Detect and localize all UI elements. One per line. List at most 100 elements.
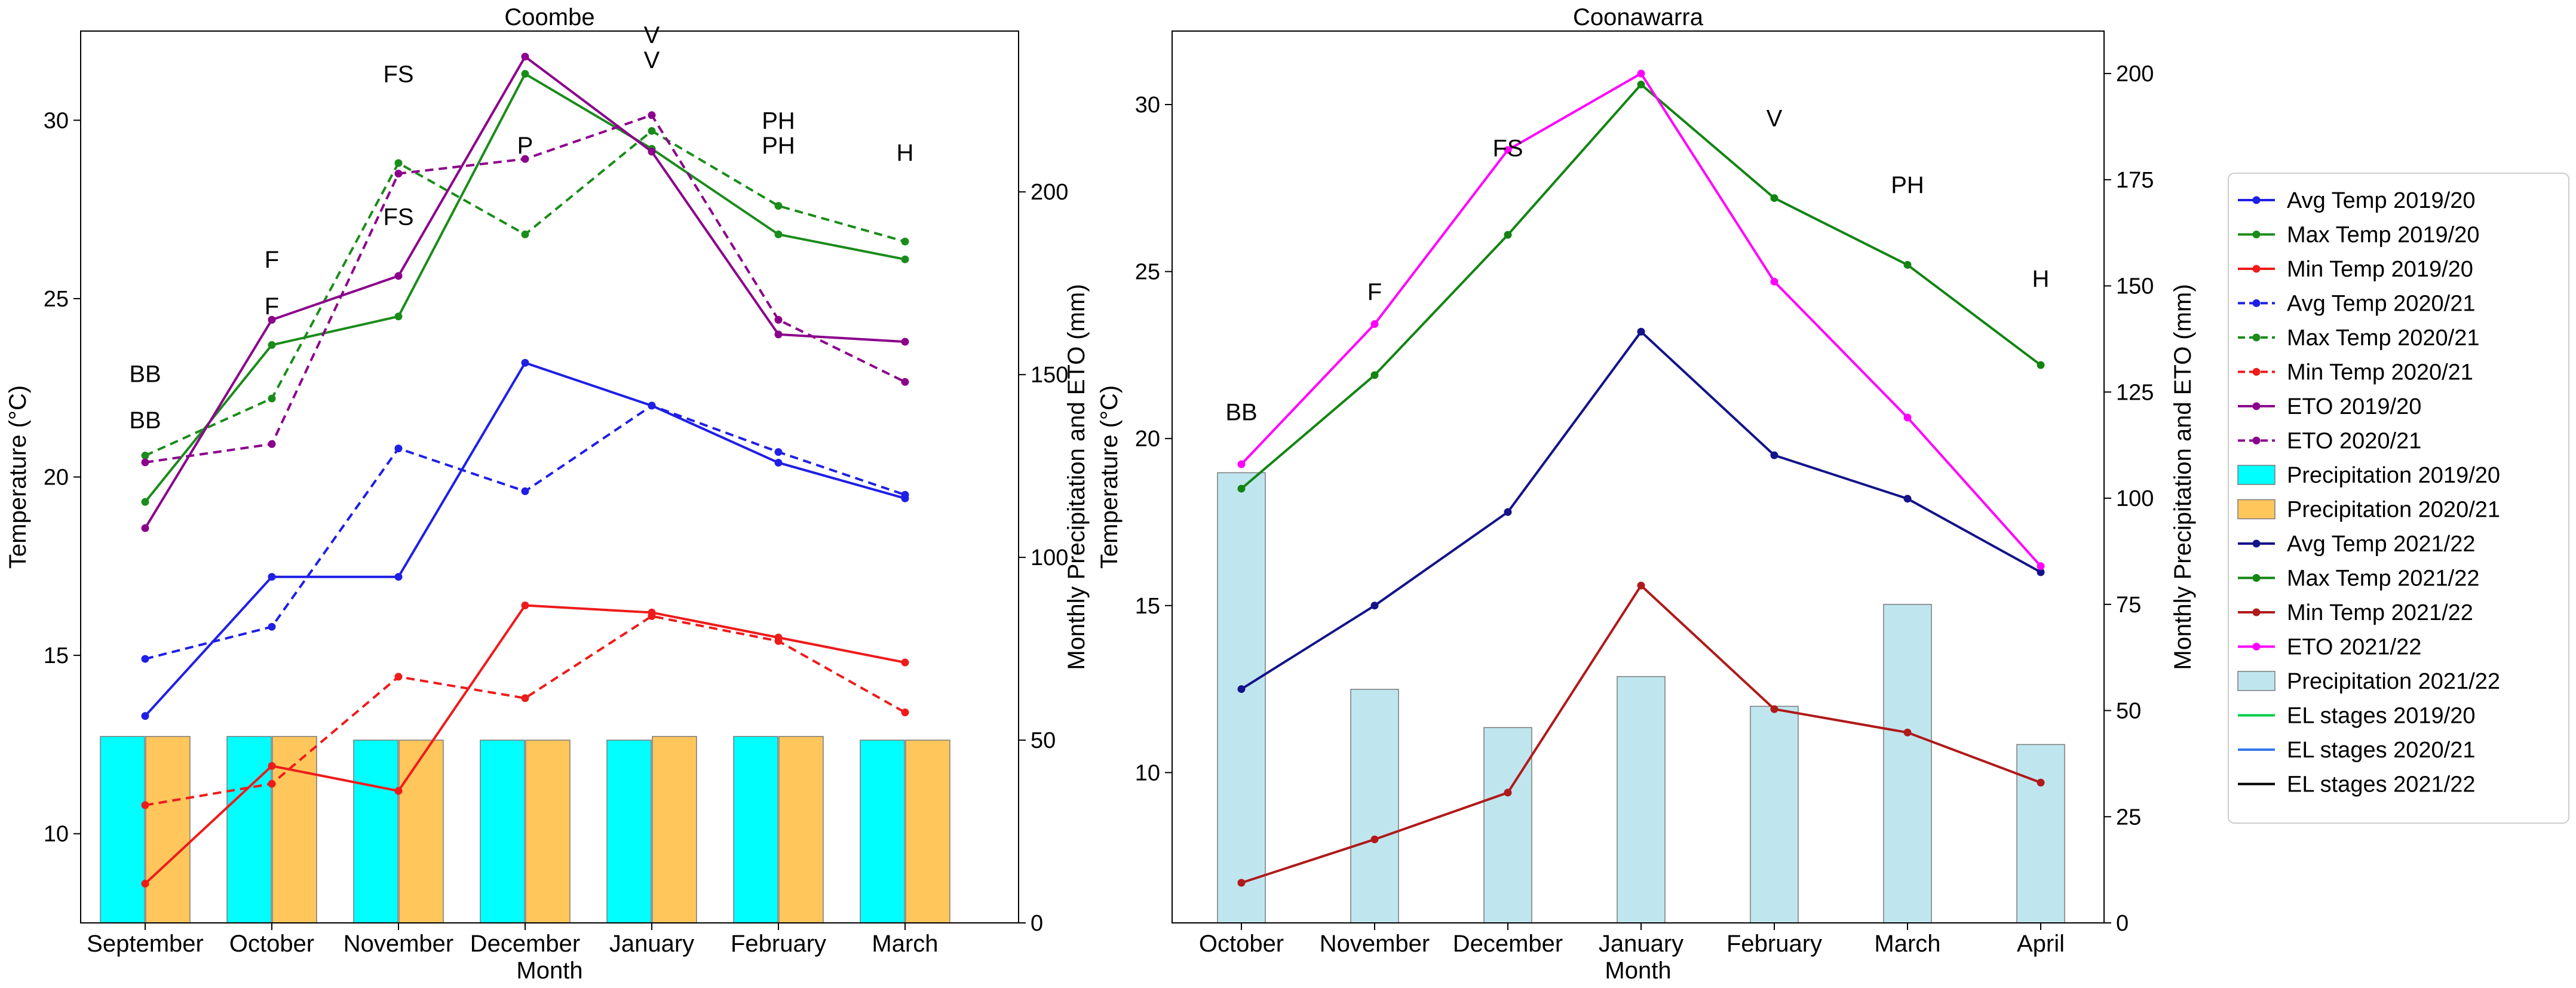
- point-eto-2020-21-october: [268, 440, 276, 448]
- point-eto-2020-21-march: [901, 378, 909, 386]
- stage-label-bb: BB: [129, 361, 161, 387]
- legend-label-el-stages-2021-22: EL stages 2021/22: [2287, 772, 2476, 797]
- legend-label-max-temp-2021-22: Max Temp 2021/22: [2287, 566, 2480, 591]
- point-eto-2019-20-december: [521, 53, 529, 61]
- y2-tick-label: 200: [1031, 180, 1068, 205]
- legend-swatch-precipitation-2021-22: [2237, 671, 2276, 691]
- point-avg-temp-2019-20-september: [141, 712, 149, 720]
- stage-label-bb: BB: [1225, 399, 1257, 425]
- legend-marker-min-temp-2019-20: [2252, 265, 2261, 273]
- point-avg-temp-2019-20-october: [268, 573, 276, 581]
- legend-label-eto-2019-20: ETO 2019/20: [2287, 394, 2421, 419]
- stage-label-ph: PH: [762, 108, 795, 134]
- point-min-temp-2021-22-january: [1637, 581, 1645, 590]
- y-tick-label: 25: [1135, 260, 1160, 285]
- stage-label-v: V: [1767, 105, 1783, 131]
- legend-marker-min-temp-2021-22: [2252, 608, 2261, 616]
- y-tick-label: 15: [44, 643, 69, 668]
- x-tick-label-january: January: [1599, 931, 1683, 957]
- legend-marker-eto-2020-21: [2252, 437, 2261, 444]
- point-eto-2020-21-december: [521, 155, 529, 163]
- y2-tick-label: 150: [1031, 363, 1068, 388]
- plot-frame: [1172, 30, 2105, 923]
- x-tick-label-march: March: [872, 931, 938, 957]
- y-tick-label: 20: [44, 465, 69, 490]
- x-tick-label-november: November: [344, 931, 454, 957]
- point-avg-temp-2021-22-february: [1770, 451, 1778, 459]
- x-tick-label-october: October: [1199, 931, 1284, 957]
- y2-tick-label: 0: [1031, 911, 1043, 936]
- x-tick-label-january: January: [609, 931, 694, 957]
- legend-marker-max-temp-2021-22: [2252, 574, 2261, 582]
- point-eto-2019-20-october: [268, 315, 276, 324]
- legend-marker-eto-2019-20: [2252, 402, 2261, 410]
- legend-swatch-precipitation-2020-21: [2237, 499, 2276, 520]
- bar-precipitation-2020-21-december: [525, 740, 571, 923]
- legend-marker-avg-temp-2021-22: [2252, 539, 2261, 548]
- legend: Avg Temp 2019/20 Max Temp 2019/20 Min Temp…: [2228, 173, 2569, 824]
- legend-marker-max-temp-2019-20: [2252, 231, 2261, 238]
- legend-label-max-temp-2019-20: Max Temp 2019/20: [2287, 223, 2480, 248]
- legend-label-min-temp-2020-21: Min Temp 2020/21: [2287, 360, 2473, 385]
- legend-marker-avg-temp-2019-20: [2252, 196, 2261, 204]
- point-min-temp-2020-21-december: [521, 694, 529, 702]
- point-max-temp-2020-21-january: [648, 127, 656, 135]
- x-tick-label-october: October: [229, 931, 314, 957]
- legend-label-min-temp-2021-22: Min Temp 2021/22: [2287, 600, 2473, 625]
- point-eto-2020-21-november: [394, 170, 403, 178]
- legend-label-precipitation-2020-21: Precipitation 2020/21: [2287, 498, 2500, 523]
- y2-tick-label: 150: [2116, 274, 2154, 299]
- point-max-temp-2021-22-january: [1637, 80, 1645, 88]
- point-eto-2019-20-march: [901, 337, 909, 346]
- point-avg-temp-2021-22-january: [1637, 327, 1645, 336]
- point-max-temp-2019-20-october: [268, 341, 276, 349]
- stage-label-v: V: [644, 22, 660, 48]
- point-eto-2020-21-february: [774, 315, 783, 324]
- point-min-temp-2020-21-october: [268, 780, 276, 788]
- point-eto-2020-21-september: [141, 458, 149, 467]
- legend-label-el-stages-2020-21: EL stages 2020/21: [2287, 738, 2476, 763]
- point-min-temp-2021-22-october: [1237, 879, 1246, 887]
- x-tick-label-december: December: [1453, 931, 1563, 957]
- y-tick-label: 25: [44, 287, 69, 312]
- bar-precipitation-2020-21-february: [778, 736, 824, 923]
- bar-precipitation-2021-22-october: [1217, 472, 1266, 923]
- legend-marker-avg-temp-2020-21: [2252, 299, 2261, 307]
- point-min-temp-2021-22-february: [1770, 705, 1778, 713]
- point-eto-2021-22-march: [1903, 413, 1912, 422]
- point-max-temp-2019-20-december: [521, 70, 529, 78]
- y2-tick-label: 175: [2116, 168, 2154, 193]
- y-tick-label: 30: [1135, 93, 1160, 118]
- point-max-temp-2021-22-october: [1237, 484, 1246, 493]
- y2-tick-label: 50: [1031, 728, 1056, 753]
- point-avg-temp-2020-21-october: [268, 622, 276, 631]
- legend-label-el-stages-2019-20: EL stages 2019/20: [2287, 704, 2476, 729]
- point-max-temp-2020-21-february: [774, 202, 783, 210]
- legend-label-precipitation-2021-22: Precipitation 2021/22: [2287, 669, 2500, 694]
- point-max-temp-2020-21-september: [141, 452, 149, 460]
- x-axis-label: Month: [516, 958, 582, 984]
- bar-precipitation-2019-20-february: [733, 736, 778, 923]
- chart-title: Coonawarra: [1573, 4, 1704, 30]
- stage-label-bb: BB: [129, 407, 161, 434]
- x-tick-label-november: November: [1320, 931, 1430, 957]
- y-tick-label: 30: [44, 108, 69, 133]
- stage-label-fs: FS: [1492, 136, 1523, 162]
- bar-precipitation-2019-20-october: [226, 736, 272, 923]
- stage-label-ph: PH: [1891, 172, 1924, 198]
- point-min-temp-2020-21-september: [141, 801, 149, 809]
- bar-precipitation-2021-22-march: [1883, 604, 1932, 923]
- point-max-temp-2021-22-march: [1903, 260, 1912, 269]
- point-eto-2021-22-october: [1237, 460, 1246, 468]
- x-tick-label-april: April: [2017, 931, 2065, 957]
- stage-label-ph: PH: [762, 133, 795, 159]
- point-min-temp-2019-20-march: [901, 658, 909, 667]
- point-max-temp-2021-22-april: [2037, 361, 2045, 369]
- point-min-temp-2019-20-november: [394, 787, 403, 795]
- stage-label-p: P: [517, 133, 533, 159]
- point-avg-temp-2019-20-november: [394, 573, 403, 581]
- point-min-temp-2020-21-march: [901, 708, 909, 717]
- coonawarra-chart: 10 15 20 25 30 0 25 50 75 100 125 150 175 200 October N…: [1096, 4, 2196, 984]
- y2-tick-label: 50: [2116, 699, 2141, 724]
- point-eto-2021-22-february: [1770, 277, 1778, 286]
